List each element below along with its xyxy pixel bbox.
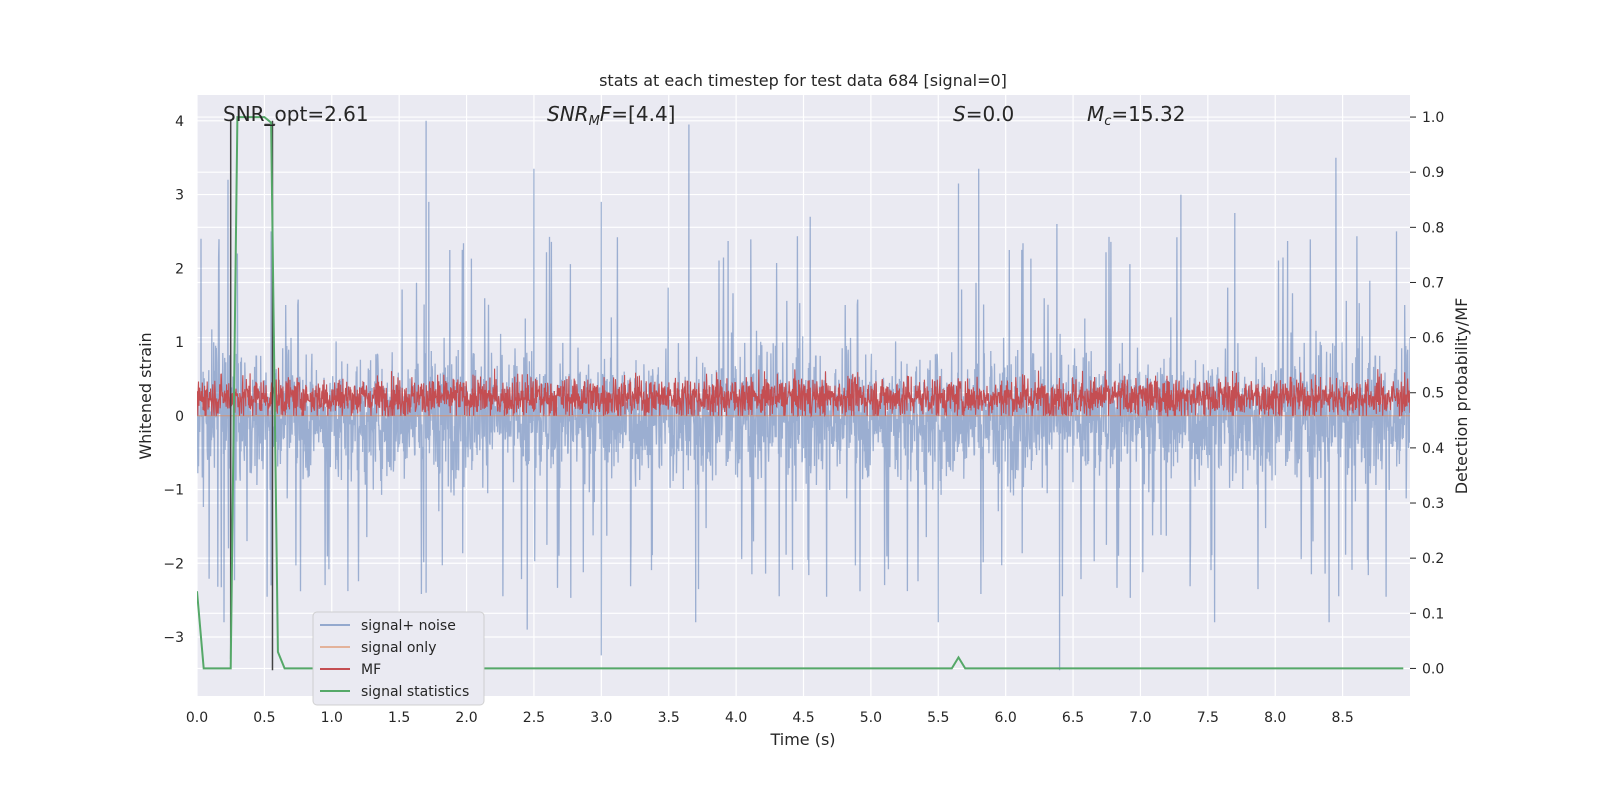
- y2-tick-label: 0.5: [1422, 386, 1444, 402]
- x-tick-label: 3.5: [658, 710, 680, 726]
- x-tick-label: 0.0: [186, 710, 208, 726]
- x-tick-label: 3.0: [590, 710, 612, 726]
- y-tick-label: 1: [175, 335, 184, 351]
- y2-tick-label: 0.7: [1422, 275, 1444, 291]
- plot-area: [197, 116, 1410, 671]
- y2-tick-label: 0.6: [1422, 331, 1444, 347]
- legend-label-signal-only: signal only: [361, 640, 436, 656]
- y2-tick-label: 0.1: [1422, 606, 1444, 622]
- y-tick-label: −1: [163, 483, 184, 499]
- y-tick-label: −3: [163, 630, 184, 646]
- x-tick-label: 2.0: [455, 710, 477, 726]
- y-tick-label: 2: [175, 261, 184, 277]
- y2-tick-label: 0.3: [1422, 496, 1444, 512]
- x-tick-label: 6.0: [995, 710, 1017, 726]
- annotation-s: S=0.0: [953, 102, 1014, 126]
- y2-tick-label: 0.4: [1422, 441, 1444, 457]
- y2-tick-label: 0.8: [1422, 220, 1444, 236]
- x-tick-label: 8.5: [1331, 710, 1353, 726]
- x-tick-label: 5.0: [860, 710, 882, 726]
- x-tick-label: 5.5: [927, 710, 949, 726]
- legend-label-signal-statistics: signal statistics: [361, 684, 469, 700]
- x-tick-label: 0.5: [253, 710, 275, 726]
- x-tick-label: 7.5: [1197, 710, 1219, 726]
- annotation-snr-mf: SNRMF=[4.4]: [547, 102, 675, 129]
- x-tick-label: 2.5: [523, 710, 545, 726]
- x-tick-label: 8.0: [1264, 710, 1286, 726]
- y-tick-label: 0: [175, 409, 184, 425]
- y2-tick-label: 0.0: [1422, 661, 1444, 677]
- series-mf: [197, 367, 1410, 418]
- legend: signal+ noise signal only MF signal stat…: [312, 611, 485, 706]
- series-signal-statistics: [197, 116, 1404, 670]
- x-tick-label: 4.0: [725, 710, 747, 726]
- y-tick-label: 3: [175, 188, 184, 204]
- y2-tick-label: 0.2: [1422, 551, 1444, 567]
- series-signal-noise: [197, 120, 1410, 671]
- annotation-snr-opt: SNR_opt=2.61: [223, 102, 369, 126]
- y2-tick-label: 1.0: [1422, 110, 1444, 126]
- y-tick-label: −2: [163, 556, 184, 572]
- legend-label-signal-noise: signal+ noise: [361, 618, 456, 634]
- y-axis-label: Whitened strain: [136, 332, 155, 459]
- annotation-mc: Mc=15.32: [1087, 102, 1185, 129]
- x-tick-label: 4.5: [792, 710, 814, 726]
- x-tick-label: 7.0: [1129, 710, 1151, 726]
- legend-label-mf: MF: [361, 662, 381, 678]
- x-tick-label: 1.5: [388, 710, 410, 726]
- y2-axis-label: Detection probability/MF: [1452, 298, 1471, 495]
- axis-ticks: 0.0 0.5 1.0 1.5 2.0 2.5 3.0 3.5 4.0 4.5 5.0 5.5 6.0 6…: [163, 110, 1444, 726]
- chart-title: stats at each timestep for test data 684…: [599, 71, 1007, 90]
- x-tick-label: 1.0: [321, 710, 343, 726]
- legend-box: [312, 611, 485, 706]
- x-axis-label: Time (s): [769, 730, 835, 749]
- y-tick-label: 4: [175, 114, 184, 130]
- y2-tick-label: 0.9: [1422, 165, 1444, 181]
- x-tick-label: 6.5: [1062, 710, 1084, 726]
